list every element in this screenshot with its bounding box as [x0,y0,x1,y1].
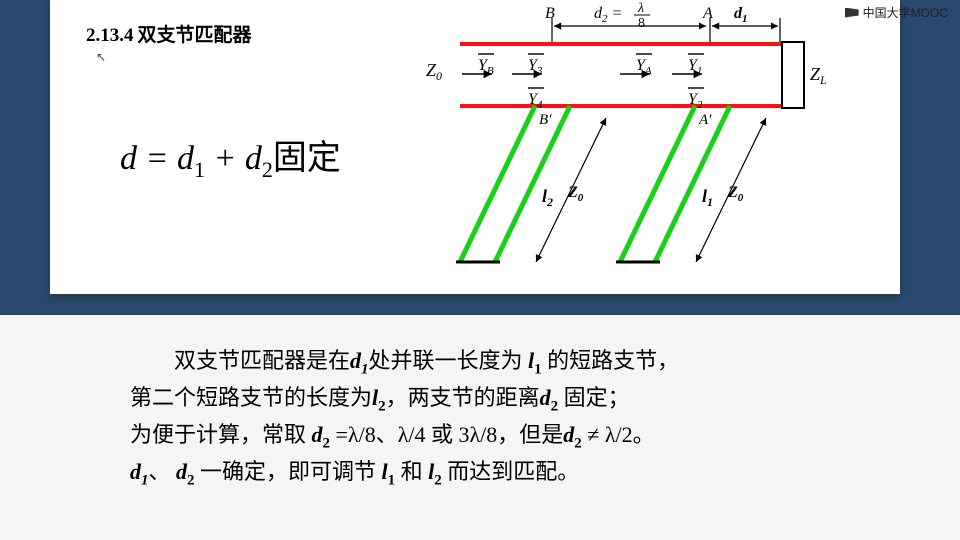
t-d2b: d [312,422,323,447]
t-l4b: 一确定，即可调节 [195,459,382,484]
t-d2d: d [176,459,187,484]
lbl-d2eq: = [608,5,623,22]
eq-d1s: 1 [194,157,205,182]
main-equation: d = d1 + d2固定 [120,130,341,183]
t-l3a: 为便于计算，常取 [130,422,312,447]
t-d1b: d [130,459,141,484]
lbl-Z0s2s: 0 [738,192,744,204]
lbl-Z0s2: Z [727,184,738,201]
lbl-l1s: 1 [707,195,713,209]
stub-right [620,106,730,262]
svg-text:Z0: Z0 [727,184,744,204]
lbl-Y1s: 1 [697,65,703,77]
lbl-Z0ls: 0 [436,69,442,83]
t-d1: d [350,348,361,373]
t-d2cs: 2 [574,435,582,451]
flag-icon [845,8,859,18]
lbl-Y3s: 3 [536,65,543,77]
t-d1s: 1 [361,361,369,377]
svg-text:l1: l1 [702,186,713,209]
lbl-A: A [702,5,713,22]
t-l4c: 和 [395,459,428,484]
t-d2bs: 2 [323,435,331,451]
slide-card: 2.13.4双支节匹配器 ↖ d = d1 + d2固定 B A d2 = λ … [50,0,900,294]
lbl-Ap: A′ [698,112,712,128]
section-number: 2.13.4 [86,25,134,46]
watermark: 中国大学MOOC [845,4,948,21]
lbl-l2s: 2 [546,195,553,209]
cursor-icon: ↖ [96,50,106,65]
t-l1a: 双支节匹配器是在 [174,348,350,373]
eq-d2s: 2 [262,157,273,182]
double-stub-diagram: B A d2 = λ 8 d1 ZL Z0 YB Y3 YA [420,2,890,292]
eq-eq: = [137,140,177,177]
body-paragraph: 双支节匹配器是在d1处并联一长度为 l1 的短路支节， 第二个短路支节的长度为l… [130,344,850,492]
t-l2bs2: 2 [434,472,442,488]
lbl-Y4s: 4 [537,99,543,111]
load-box [782,42,804,108]
t-l2c: 固定； [558,385,630,410]
svg-text:ZL: ZL [810,64,827,87]
t-l2b: ，两支节的距离 [386,385,540,410]
t-l2vs: 2 [378,398,386,414]
lbl-YBs: B [487,65,494,77]
lbl-Y2s: 2 [697,99,703,111]
t-d1bs: 1 [141,472,149,488]
t-l2a: 第二个短路支节的长度为 [130,385,372,410]
lbl-d1s: 1 [742,13,748,25]
lbl-Bp: B′ [539,112,552,128]
t-l4a: 、 [149,459,171,484]
eq-d2: d [245,140,262,177]
t-l1c: 的短路支节， [542,348,680,373]
t-l4d: 而达到匹配。 [442,459,580,484]
svg-text:l2: l2 [542,186,553,209]
t-l3b: =λ/8、λ/4 或 3λ/8，但是 [330,422,563,447]
svg-text:d1: d1 [734,5,748,25]
eq-tail: 固定 [273,140,341,177]
t-d2ds: 2 [187,472,195,488]
eq-lhs: d [120,140,137,177]
lbl-YAs: A [644,65,652,77]
t-d2c: d [563,422,574,447]
lbl-lam: λ [637,2,644,16]
t-d2: d [540,385,551,410]
section-title: 2.13.4双支节匹配器 [86,20,252,47]
lbl-B: B [545,5,555,22]
section-name: 双支节匹配器 [138,25,252,46]
watermark-text: 中国大学MOOC [863,4,948,21]
t-l1b: 处并联一长度为 [369,348,529,373]
lbl-Z0s1: Z [567,184,578,201]
lbl-8: 8 [638,16,645,31]
t-l1vs: 1 [534,361,542,377]
lbl-ZLs: L [819,73,827,87]
svg-text:Z0: Z0 [426,60,442,83]
stub-left [460,106,570,262]
eq-plus: + [205,140,245,177]
t-l3c: ≠ λ/2。 [582,422,655,447]
lbl-Z0s1s: 0 [578,192,584,204]
svg-text:Z0: Z0 [567,184,584,204]
svg-text:d2 =: d2 = [594,5,622,25]
eq-d1: d [177,140,194,177]
